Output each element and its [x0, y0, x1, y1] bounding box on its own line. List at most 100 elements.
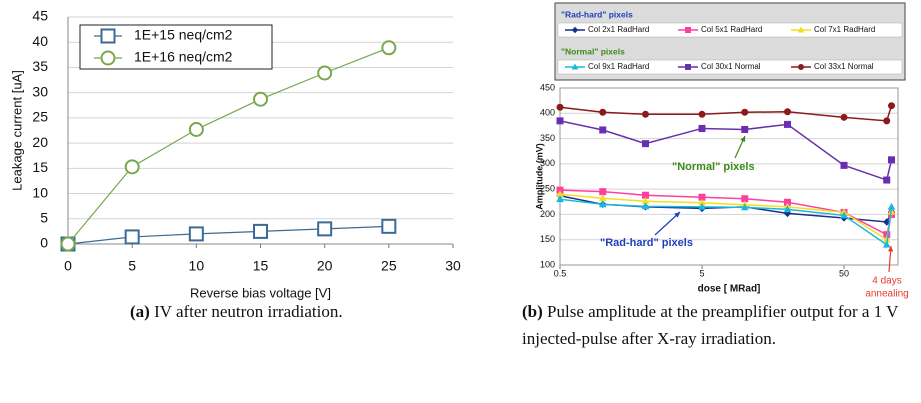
marker	[840, 113, 848, 121]
marker	[741, 125, 749, 133]
marker	[317, 65, 333, 81]
caption-label: (b)	[522, 302, 543, 321]
y-tick-label: 5	[40, 209, 48, 225]
legend-label: 1E+15 neq/cm2	[134, 27, 233, 43]
annotation: annealing	[865, 289, 908, 300]
annotation: 4 days	[872, 276, 901, 287]
legend-group-label: "Normal" pixels	[561, 46, 625, 56]
y-tick-label: 30	[32, 83, 48, 99]
marker	[883, 218, 891, 226]
marker	[698, 202, 706, 210]
marker	[599, 188, 607, 196]
legend-row	[557, 59, 903, 75]
annotation: "Rad-hard" pixels	[600, 237, 693, 249]
x-tick-label: 25	[381, 258, 397, 274]
x-axis-label: Reverse bias voltage [V]	[190, 285, 331, 300]
marker	[253, 223, 268, 239]
marker	[741, 108, 749, 116]
annotation: "Normal" pixels	[672, 161, 755, 173]
y-tick-label: 450	[540, 82, 555, 92]
marker	[685, 27, 691, 33]
marker	[641, 110, 649, 118]
x-tick-label: 50	[839, 268, 849, 278]
y-tick-label: 200	[540, 209, 555, 219]
marker	[317, 221, 333, 237]
y-tick-label: 0	[40, 235, 48, 251]
marker	[783, 108, 791, 116]
marker	[188, 226, 204, 242]
arrow-head	[674, 212, 680, 218]
arrow-head	[740, 136, 746, 142]
marker	[60, 236, 76, 252]
marker	[883, 176, 891, 184]
series-line	[67, 47, 390, 245]
marker	[381, 40, 397, 56]
y-tick-label: 350	[540, 133, 555, 143]
legend-label: Col 33x1 Normal	[814, 62, 874, 71]
y-axis-label: Leakage current [uA]	[9, 70, 24, 191]
y-tick-label: 100	[540, 259, 555, 269]
x-tick-label: 20	[317, 258, 333, 274]
marker	[124, 159, 140, 175]
marker	[840, 211, 848, 219]
y-tick-label: 20	[32, 134, 48, 150]
y-tick-label: 400	[540, 108, 555, 118]
x-axis-label: dose [ MRad]	[698, 284, 761, 295]
annotation-arrow	[654, 211, 681, 236]
marker	[100, 50, 116, 66]
legend-label: Col 7x1 RadHard	[814, 25, 875, 34]
marker	[556, 195, 564, 203]
legend-label: Col 2x1 RadHard	[588, 25, 649, 34]
marker	[599, 108, 607, 116]
marker	[888, 102, 896, 110]
marker	[798, 64, 804, 70]
x-tick-label: 30	[445, 258, 461, 274]
y-tick-label: 45	[32, 8, 48, 24]
x-tick-label: 0.5	[554, 268, 567, 278]
marker	[797, 26, 805, 33]
plot-frame	[559, 87, 899, 266]
marker	[840, 161, 848, 169]
y-tick-label: 10	[32, 184, 48, 200]
x-tick-label: 10	[189, 258, 205, 274]
legend-row	[557, 22, 903, 38]
marker	[100, 28, 116, 44]
marker	[253, 91, 268, 107]
marker	[883, 117, 891, 125]
marker	[882, 240, 891, 248]
marker	[571, 26, 579, 34]
marker	[641, 140, 649, 148]
caption-a: (a) IV after neutron irradiation.	[130, 298, 460, 325]
y-tick-label: 300	[540, 158, 555, 168]
y-tick-label: 25	[32, 109, 48, 125]
x-tick-label: 15	[253, 258, 269, 274]
marker	[887, 202, 896, 210]
legend-label: Col 5x1 RadHard	[701, 25, 762, 34]
y-tick-label: 35	[32, 58, 48, 74]
x-tick-label: 0	[64, 258, 72, 274]
x-tick-label: 5	[699, 268, 704, 278]
marker	[556, 117, 564, 125]
marker	[698, 110, 706, 118]
y-tick-label: 150	[540, 234, 555, 244]
legend-label: Col 9x1 RadHard	[588, 62, 649, 71]
y-axis-label: Amplitude (mV)	[534, 143, 544, 210]
marker	[188, 121, 204, 137]
caption-text: Pulse amplitude at the preamplifier outp…	[522, 302, 899, 348]
x-tick-label: 5	[128, 258, 136, 274]
marker	[685, 64, 691, 70]
marker	[740, 203, 749, 211]
caption-label: (a)	[130, 302, 150, 321]
y-tick-label: 15	[32, 159, 48, 175]
marker	[571, 63, 579, 70]
caption-b: (b) Pulse amplitude at the preamplifier …	[522, 298, 921, 352]
arrow-head	[887, 246, 894, 252]
marker	[783, 205, 792, 213]
caption-text: IV after neutron irradiation.	[154, 302, 343, 321]
marker	[124, 229, 140, 245]
series-line	[67, 225, 389, 245]
y-tick-label: 250	[540, 184, 555, 194]
marker	[698, 124, 706, 132]
